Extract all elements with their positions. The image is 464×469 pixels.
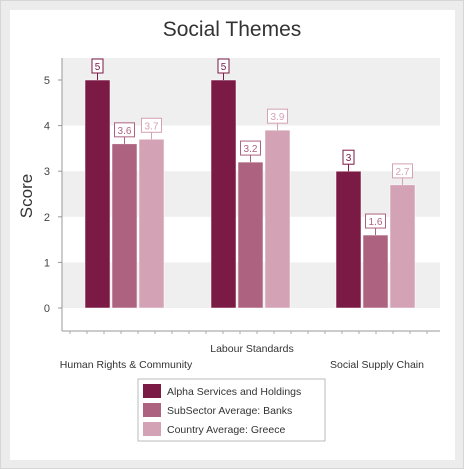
y-tick-label: 2 bbox=[44, 212, 50, 224]
legend-label: Country Average: Greece bbox=[167, 424, 285, 436]
grid-band bbox=[62, 58, 440, 80]
bar bbox=[84, 79, 111, 309]
data-label-box bbox=[342, 149, 355, 165]
data-label-box bbox=[114, 122, 135, 138]
data-label-box bbox=[141, 117, 162, 133]
y-tick-label: 0 bbox=[44, 303, 50, 315]
y-tick-label: 5 bbox=[44, 75, 50, 87]
bar bbox=[111, 143, 138, 309]
data-label: 5 bbox=[95, 62, 101, 73]
data-label: 3 bbox=[346, 153, 352, 164]
data-label: 1.6 bbox=[369, 217, 383, 228]
y-tick-label: 1 bbox=[44, 257, 50, 269]
data-label-box bbox=[217, 58, 230, 74]
bar bbox=[210, 79, 237, 309]
legend: Alpha Services and Holdings SubSector Ave… bbox=[137, 378, 326, 442]
bar bbox=[389, 184, 416, 309]
data-label: 3.6 bbox=[118, 126, 132, 137]
data-label: 3.9 bbox=[271, 112, 285, 123]
data-label-box bbox=[91, 58, 104, 74]
legend-box bbox=[137, 378, 326, 442]
x-axis: Human Rights & Community Labour Standards… bbox=[60, 330, 440, 371]
data-label-box bbox=[240, 140, 261, 156]
y-axis: 0 1 2 3 4 5 bbox=[44, 58, 63, 331]
x-category-label: Human Rights & Community bbox=[60, 359, 193, 371]
data-label-box bbox=[267, 108, 288, 124]
bar bbox=[362, 234, 389, 309]
x-category-label: Labour Standards bbox=[210, 343, 293, 355]
legend-swatch bbox=[143, 403, 161, 417]
bar bbox=[264, 129, 291, 309]
grid-band bbox=[62, 80, 440, 126]
data-label-box bbox=[365, 213, 386, 229]
data-label: 2.7 bbox=[396, 167, 410, 178]
data-label: 5 bbox=[221, 62, 227, 73]
y-axis-title: Score bbox=[17, 174, 36, 218]
data-label-box bbox=[392, 163, 413, 179]
bars bbox=[84, 79, 416, 309]
y-tick-label: 3 bbox=[44, 166, 50, 178]
y-tick-label: 4 bbox=[44, 121, 50, 133]
data-labels: 5 3.6 3.7 5 3.2 3.9 3 1.6 2.7 bbox=[91, 58, 413, 236]
bar bbox=[237, 161, 264, 309]
data-label: 3.7 bbox=[145, 121, 159, 132]
chart-title: Social Themes bbox=[163, 18, 302, 41]
legend-label: SubSector Average: Banks bbox=[167, 405, 292, 417]
bar bbox=[335, 170, 362, 309]
legend-swatch bbox=[143, 384, 161, 398]
data-label: 3.2 bbox=[244, 144, 258, 155]
bar bbox=[138, 139, 165, 309]
legend-label: Alpha Services and Holdings bbox=[167, 386, 301, 398]
x-category-label: Social Supply Chain bbox=[330, 359, 424, 371]
legend-swatch bbox=[143, 422, 161, 436]
